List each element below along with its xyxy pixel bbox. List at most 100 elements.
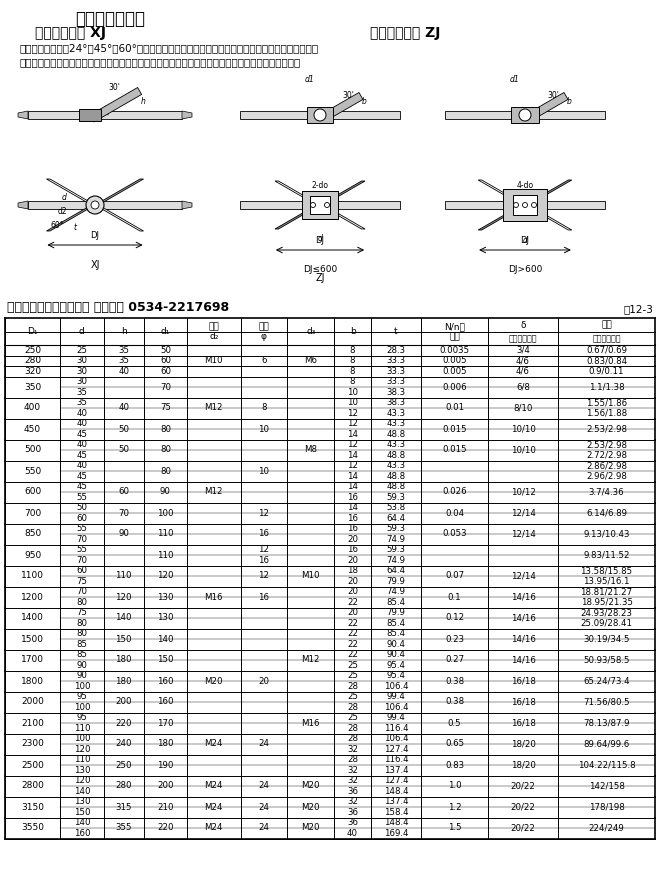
Text: 28: 28: [347, 734, 358, 743]
Polygon shape: [525, 93, 568, 122]
Text: 33.3: 33.3: [387, 377, 405, 387]
Text: 20: 20: [259, 677, 269, 686]
Polygon shape: [182, 201, 192, 209]
Text: 2000: 2000: [21, 697, 44, 706]
Text: DJ: DJ: [521, 236, 529, 245]
Text: 22: 22: [347, 639, 358, 648]
Text: 250: 250: [24, 346, 41, 355]
Text: 127.4: 127.4: [383, 745, 409, 754]
Bar: [302, 191, 338, 219]
Text: 9.13/10.43: 9.13/10.43: [583, 530, 630, 538]
Text: M20: M20: [302, 781, 320, 790]
Text: 75: 75: [77, 608, 87, 617]
Text: 78.13/87.9: 78.13/87.9: [583, 719, 630, 728]
Text: 10: 10: [347, 398, 358, 407]
Text: 140: 140: [74, 818, 90, 827]
Text: 2-do: 2-do: [312, 180, 329, 189]
Text: 1200: 1200: [21, 592, 44, 602]
Text: 45: 45: [77, 472, 87, 480]
Text: 30: 30: [77, 377, 87, 387]
Text: 25: 25: [347, 714, 358, 722]
Text: 400: 400: [24, 404, 41, 413]
Text: t: t: [73, 222, 77, 231]
Text: 33.3: 33.3: [387, 356, 405, 365]
Text: 1700: 1700: [21, 655, 44, 664]
Text: 160: 160: [157, 677, 174, 686]
Text: 106.4: 106.4: [383, 734, 409, 743]
Text: 240: 240: [115, 739, 132, 748]
Circle shape: [531, 203, 537, 207]
Text: 20: 20: [347, 608, 358, 617]
Text: 18: 18: [347, 566, 358, 575]
Text: 110: 110: [157, 530, 174, 538]
Text: 10/10: 10/10: [511, 446, 535, 455]
Text: 59.3: 59.3: [387, 493, 405, 502]
Bar: [503, 189, 547, 221]
Text: 4-do: 4-do: [516, 180, 533, 189]
Text: d: d: [523, 236, 527, 245]
Text: 45: 45: [77, 482, 87, 491]
Text: 0.0035: 0.0035: [440, 346, 469, 355]
Text: DJ≤600: DJ≤600: [303, 265, 337, 274]
Text: 130: 130: [157, 592, 174, 602]
Text: 16: 16: [259, 592, 269, 602]
Text: 210: 210: [157, 803, 174, 812]
Text: 10: 10: [347, 388, 358, 396]
Text: 220: 220: [115, 719, 132, 728]
Text: 110: 110: [157, 550, 174, 560]
Text: 3.7/4.36: 3.7/4.36: [589, 488, 624, 497]
Text: 50: 50: [118, 424, 129, 433]
Polygon shape: [320, 181, 365, 205]
Text: d1: d1: [510, 76, 520, 85]
Text: 20/22: 20/22: [511, 823, 535, 832]
Text: 12: 12: [347, 419, 358, 429]
Text: 22: 22: [347, 630, 358, 638]
Text: 116.4: 116.4: [383, 755, 409, 764]
Text: 35: 35: [118, 346, 129, 355]
Polygon shape: [478, 205, 525, 230]
Text: 1.55/1.86: 1.55/1.86: [586, 398, 627, 407]
Text: 158.4: 158.4: [383, 808, 409, 817]
Text: b: b: [362, 96, 367, 105]
Text: 48.8: 48.8: [387, 430, 405, 438]
Polygon shape: [46, 205, 95, 231]
Text: M16: M16: [302, 719, 320, 728]
Text: 142/158: 142/158: [589, 781, 624, 790]
Text: 90: 90: [160, 488, 171, 497]
Text: 13.58/15.85: 13.58/15.85: [581, 566, 632, 575]
Text: 43.3: 43.3: [387, 462, 405, 471]
Text: 80: 80: [160, 424, 171, 433]
Text: M12: M12: [205, 488, 223, 497]
Text: 重量: 重量: [601, 321, 612, 330]
Text: 14/16: 14/16: [511, 655, 535, 664]
Text: 50: 50: [77, 504, 87, 513]
Text: 13.95/16.1: 13.95/16.1: [583, 577, 630, 586]
Text: 30: 30: [77, 367, 87, 376]
Text: 0.04: 0.04: [445, 508, 464, 518]
Text: 45: 45: [77, 430, 87, 438]
Text: 160: 160: [74, 829, 90, 838]
Text: DJ>600: DJ>600: [508, 265, 542, 274]
Text: 320: 320: [24, 367, 41, 376]
Text: 85: 85: [77, 650, 87, 659]
Text: 斜叶桨式搅拌器: 斜叶桨式搅拌器: [75, 10, 145, 28]
Text: 2.53/2.98: 2.53/2.98: [586, 424, 627, 433]
Text: 12: 12: [347, 462, 358, 471]
Text: 0.1: 0.1: [447, 592, 461, 602]
Text: 18.81/21.27: 18.81/21.27: [581, 588, 632, 597]
Text: 170: 170: [157, 719, 174, 728]
Text: 355: 355: [115, 823, 132, 832]
Text: 0.65: 0.65: [445, 739, 464, 748]
Text: 450: 450: [24, 424, 41, 433]
Text: 24: 24: [259, 803, 269, 812]
Text: 85.4: 85.4: [387, 630, 405, 638]
Text: 1500: 1500: [21, 635, 44, 644]
Circle shape: [314, 109, 326, 121]
Text: 70: 70: [77, 588, 87, 597]
Text: M12: M12: [302, 655, 320, 664]
Text: 220: 220: [157, 823, 174, 832]
Text: 100: 100: [157, 508, 174, 518]
Bar: [307, 107, 333, 123]
Text: M24: M24: [205, 781, 223, 790]
Text: d₃: d₃: [306, 327, 315, 336]
